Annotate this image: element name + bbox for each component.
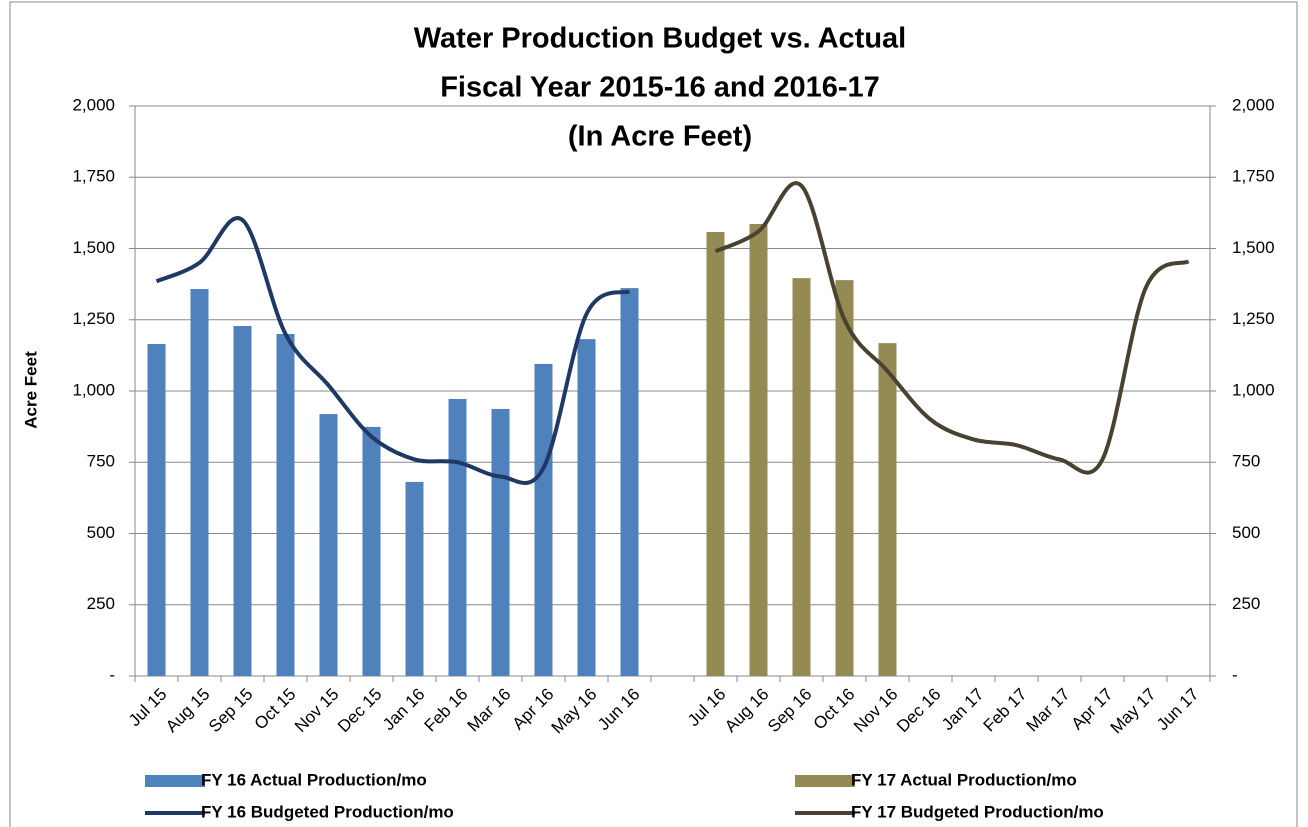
bar (319, 414, 338, 676)
bar (878, 343, 897, 676)
bar (577, 339, 596, 676)
y2-tick-label: 1,750 (1232, 167, 1275, 186)
y-tick-label: 750 (87, 452, 115, 471)
chart-title: Water Production Budget vs. Actual (414, 23, 907, 55)
chart-frame (9, 1, 1298, 827)
y2-tick-label: 500 (1232, 523, 1260, 542)
chart-subtitle: Fiscal Year 2015-16 and 2016-17 (440, 72, 880, 104)
y2-tick-label: 1,000 (1232, 380, 1275, 399)
bar (835, 280, 854, 676)
legend-swatch (145, 775, 205, 787)
y-tick-label: - (109, 665, 115, 684)
line (714, 181, 1190, 475)
y2-tick-label: 1,250 (1232, 309, 1275, 328)
y-tick-label: 500 (87, 523, 115, 542)
bar (448, 398, 467, 676)
bar (620, 288, 639, 676)
bar (276, 334, 295, 676)
line (155, 216, 631, 485)
y-tick-label: 1,500 (72, 238, 115, 257)
legend-label: FY 17 Budgeted Production/mo (851, 802, 1104, 821)
chart-subtitle: (In Acre Feet) (568, 121, 752, 153)
y-tick-label: 1,750 (72, 167, 115, 186)
legend-label: FY 17 Actual Production/mo (851, 770, 1077, 789)
bar (233, 326, 252, 676)
bar (405, 481, 424, 676)
y2-tick-label: 2,000 (1232, 95, 1275, 114)
y2-tick-label: - (1232, 665, 1238, 684)
bar (706, 231, 725, 676)
bar (491, 408, 510, 676)
y-tick-label: 1,250 (72, 309, 115, 328)
y-tick-label: 250 (87, 594, 115, 613)
bar (190, 288, 209, 676)
legend-label: FY 16 Budgeted Production/mo (201, 802, 454, 821)
y-tick-label: 1,000 (72, 380, 115, 399)
legend-swatch (795, 775, 855, 787)
bar (749, 223, 768, 677)
y2-tick-label: 750 (1232, 452, 1260, 471)
y2-tick-label: 1,500 (1232, 238, 1275, 257)
legend-label: FY 16 Actual Production/mo (201, 770, 427, 789)
y-axis-label: Acre Feet (21, 351, 40, 429)
bar (534, 363, 553, 676)
bar (792, 278, 811, 676)
bar (362, 426, 381, 676)
y2-tick-label: 250 (1232, 594, 1260, 613)
bar (147, 343, 166, 676)
y-tick-label: 2,000 (72, 95, 115, 114)
